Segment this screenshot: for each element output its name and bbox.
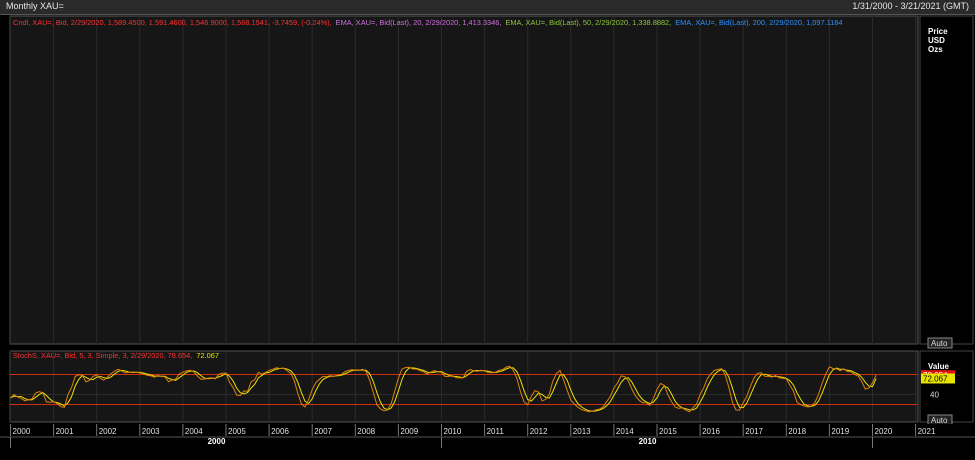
- stoch-tick-label: 40: [930, 391, 939, 400]
- auto-button-label: Auto: [931, 339, 948, 348]
- time-axis: [0, 424, 975, 460]
- year-label: 2005: [228, 427, 246, 436]
- window-titlebar: Monthly XAU= 1/31/2000 - 3/21/2021 (GMT): [0, 0, 975, 15]
- year-label: 2012: [530, 427, 548, 436]
- price-axis-title: Ozs: [928, 45, 943, 54]
- decade-label: 2010: [639, 437, 657, 446]
- stoch-legend-entry: 72.067: [196, 351, 219, 360]
- year-label: 2011: [487, 427, 505, 436]
- price-axis-title: USD: [928, 36, 945, 45]
- stoch-d-line: [10, 367, 877, 412]
- price-panel: [9, 15, 919, 345]
- year-label: 2004: [185, 427, 203, 436]
- legend-entry: Cndl, XAU=, Bid, 2/29/2020, 1,589.4500, …: [13, 18, 332, 27]
- auto-button-label: Auto: [931, 416, 948, 425]
- year-label: 2003: [142, 427, 160, 436]
- stoch-axis-title: Value: [928, 362, 949, 371]
- year-label: 2019: [831, 427, 849, 436]
- decade-label: 2000: [208, 437, 226, 446]
- year-label: 2014: [616, 427, 634, 436]
- year-label: 2015: [659, 427, 677, 436]
- stoch-tag: 72.067: [921, 373, 955, 384]
- legend-entry: EMA, XAU=, Bid(Last), 50, 2/29/2020, 1,3…: [505, 18, 671, 27]
- price-auto-button[interactable]: Auto: [927, 337, 953, 349]
- year-label: 2020: [875, 427, 893, 436]
- date-range: 1/31/2000 - 3/21/2021 (GMT): [852, 1, 969, 11]
- year-label: 2010: [444, 427, 462, 436]
- year-label: 2006: [271, 427, 289, 436]
- stoch-panel: [9, 350, 919, 423]
- price-axis: [919, 15, 974, 345]
- year-label: 2009: [400, 427, 418, 436]
- auto-button-bg: [927, 337, 953, 349]
- stoch-tag-bg: [921, 373, 955, 384]
- legend-entry: EMA, XAU=, Bid(Last), 20, 2/29/2020, 1,4…: [336, 18, 502, 27]
- year-label: 2016: [702, 427, 720, 436]
- stoch-axis: [919, 350, 974, 423]
- year-label: 2002: [99, 427, 117, 436]
- year-label: 2001: [56, 427, 74, 436]
- year-label: 2021: [918, 427, 936, 436]
- stoch-legend-entry: StochS, XAU=, Bid, 5, 3, Simple, 3, 2/29…: [13, 351, 192, 360]
- year-label: 2008: [357, 427, 375, 436]
- window-title: Monthly XAU=: [6, 1, 64, 11]
- year-label: 2007: [314, 427, 332, 436]
- year-label: 2000: [13, 427, 31, 436]
- year-label: 2017: [745, 427, 763, 436]
- year-label: 2018: [788, 427, 806, 436]
- stoch-tag-label: 72.067: [923, 374, 948, 383]
- stoch-k-line: [10, 365, 877, 413]
- legend-entry: EMA, XAU=, Bid(Last), 200, 2/29/2020, 1,…: [675, 18, 842, 27]
- stoch-auto-button[interactable]: Auto: [927, 414, 953, 426]
- price-axis-title: Price: [928, 27, 948, 36]
- year-label: 2013: [573, 427, 591, 436]
